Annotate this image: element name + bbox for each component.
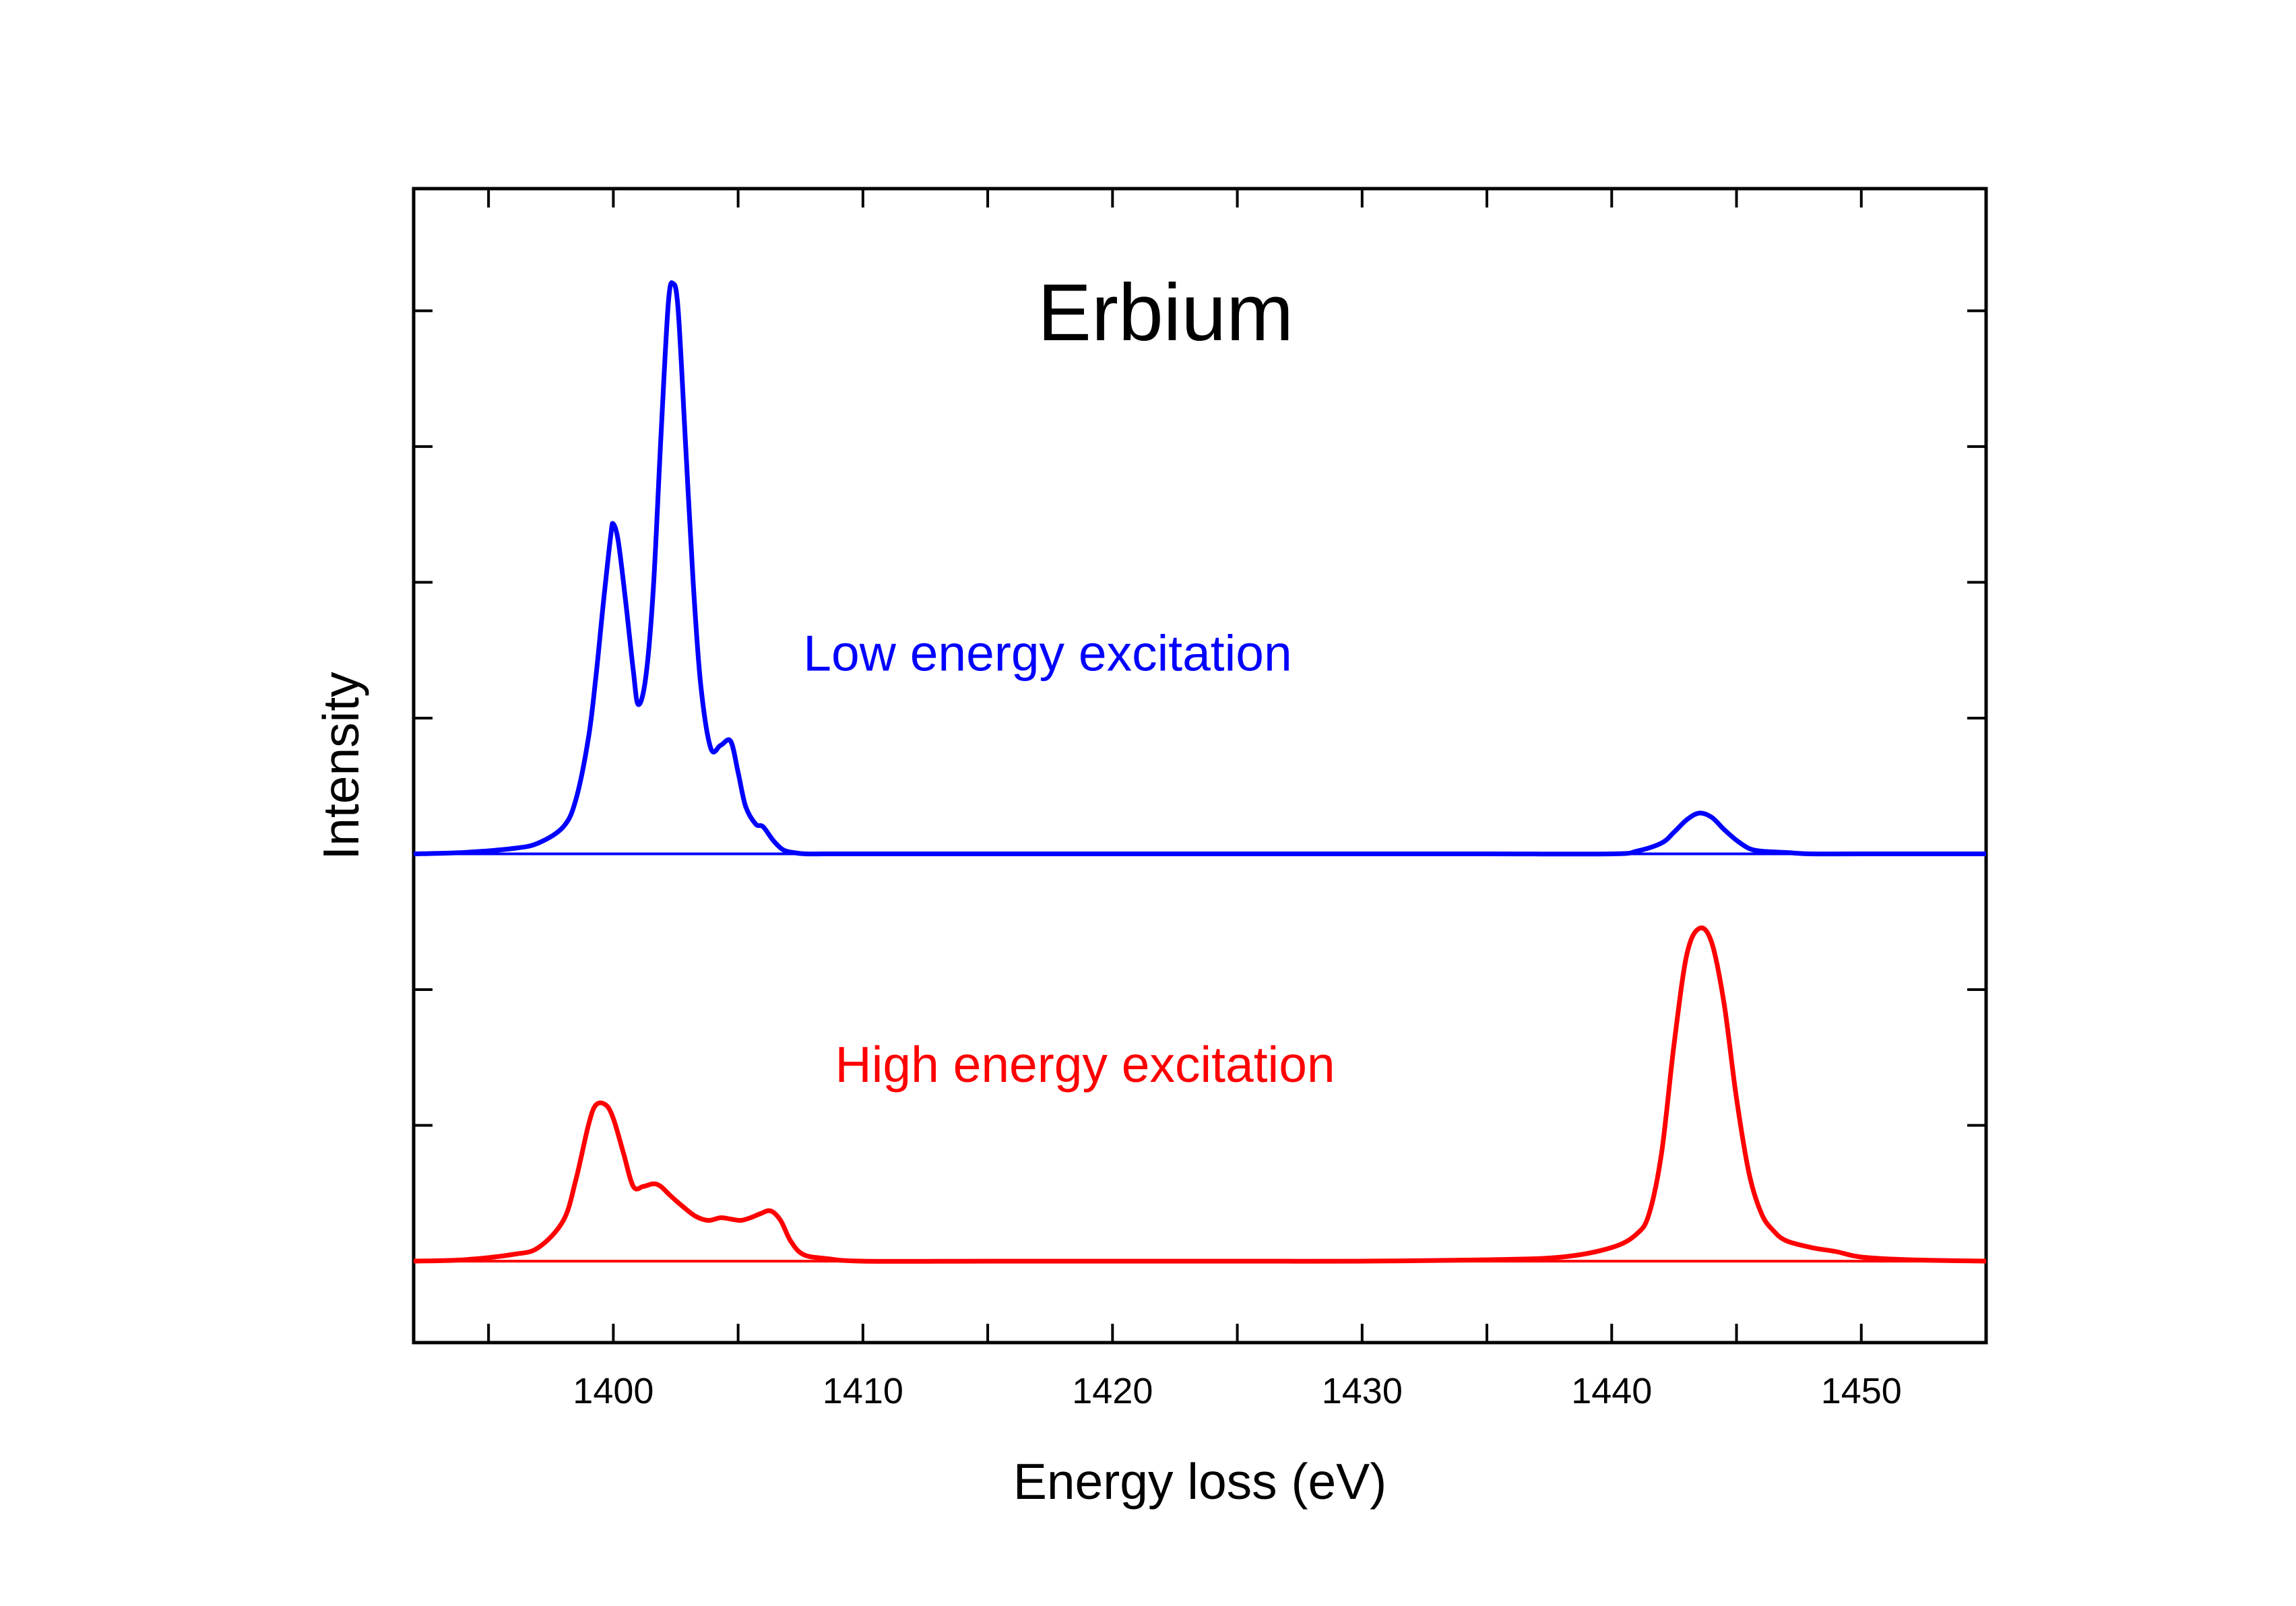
annotation-low-energy: Low energy excitation <box>803 624 1292 681</box>
y-axis-ticks <box>414 309 1986 1263</box>
x-axis-ticks <box>487 189 1987 1343</box>
x-axis-tick-labels: 1400 1410 1420 1430 1440 1450 <box>573 1371 1902 1411</box>
series-line-0 <box>413 280 1986 857</box>
y-axis-label: Intensity <box>313 672 369 860</box>
annotation-high-energy: High energy excitation <box>835 1036 1335 1093</box>
x-tick-label: 1450 <box>1821 1371 1902 1411</box>
x-tick-label: 1440 <box>1571 1371 1652 1411</box>
x-tick-label: 1430 <box>1322 1371 1403 1411</box>
series-lines <box>413 280 1987 1264</box>
x-tick-label: 1420 <box>1072 1371 1153 1411</box>
x-tick-label: 1410 <box>823 1371 903 1411</box>
x-axis-label: Energy loss (eV) <box>1013 1453 1386 1510</box>
series-line-1 <box>413 925 1987 1264</box>
chart-title: Erbium <box>1038 267 1294 358</box>
plot-frame <box>412 187 1988 1345</box>
x-tick-label: 1400 <box>573 1371 653 1411</box>
